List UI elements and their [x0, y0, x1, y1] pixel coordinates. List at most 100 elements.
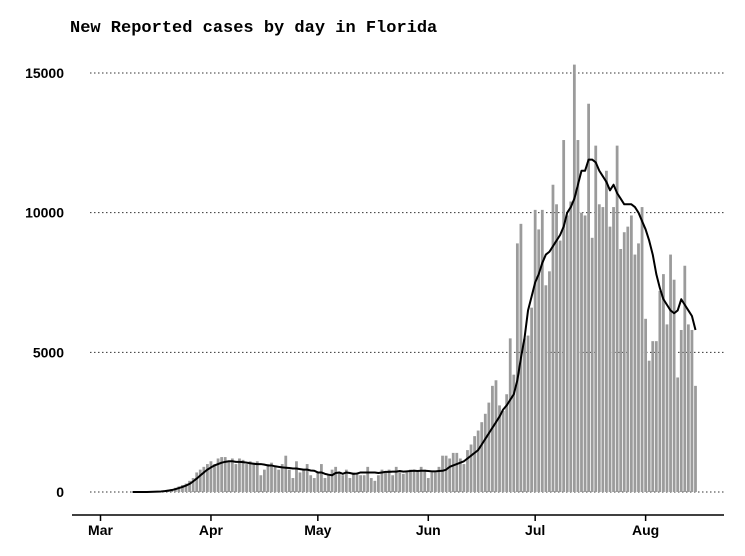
bar: [491, 385, 494, 492]
bar: [562, 140, 566, 493]
bar: [647, 360, 651, 492]
bar: [665, 324, 669, 492]
bar: [476, 430, 480, 492]
bars: [148, 64, 697, 493]
bar: [391, 475, 395, 492]
bar: [384, 472, 387, 492]
bar: [320, 464, 323, 492]
bar: [658, 290, 662, 492]
bar: [651, 341, 655, 492]
bar: [409, 469, 412, 492]
bar: [202, 466, 206, 492]
bar: [398, 472, 402, 492]
bar: [248, 461, 252, 492]
bar: [587, 103, 590, 492]
bar: [605, 170, 608, 492]
bar: [330, 469, 334, 492]
bar: [198, 469, 202, 492]
bar: [572, 64, 576, 493]
y-tick-label: 5000: [33, 344, 64, 360]
bar: [686, 324, 690, 492]
y-axis-ticks: 0 5000 10000 15000: [25, 65, 64, 500]
bar: [401, 473, 405, 492]
bar: [501, 410, 505, 492]
bar: [366, 466, 370, 492]
bar: [597, 204, 601, 493]
x-tick-label: Jun: [416, 522, 441, 538]
bar: [380, 469, 384, 492]
bar: [473, 436, 476, 492]
bar: [662, 274, 665, 492]
bar: [458, 458, 462, 492]
bar: [327, 475, 330, 492]
bar: [341, 475, 345, 492]
bar: [580, 212, 583, 493]
bar: [683, 265, 687, 492]
bar: [223, 457, 227, 492]
bar: [273, 466, 277, 492]
bar: [426, 478, 430, 492]
bar: [515, 243, 519, 492]
y-tick-label: 15000: [25, 65, 64, 81]
bar: [626, 226, 630, 492]
bar: [619, 248, 623, 492]
bar: [612, 207, 615, 492]
bar: [437, 466, 441, 492]
y-tick-label: 0: [56, 484, 64, 500]
x-tick-label: Aug: [632, 522, 659, 538]
bar: [284, 455, 288, 492]
bar: [334, 466, 338, 492]
bar: [508, 338, 512, 492]
bar: [238, 458, 241, 492]
bar: [637, 243, 640, 492]
bar: [316, 472, 320, 492]
bar: [280, 464, 284, 492]
bar: [430, 472, 434, 492]
bar: [352, 472, 355, 492]
bar: [287, 469, 291, 492]
bar: [188, 480, 191, 492]
bar: [423, 469, 427, 492]
bar: [255, 461, 259, 492]
bar: [305, 464, 309, 492]
bar: [558, 240, 562, 492]
bar: [227, 461, 231, 492]
bar: [213, 464, 216, 492]
chart-title: New Reported cases by day in Florida: [70, 19, 437, 38]
bar: [679, 329, 683, 492]
bar: [263, 469, 266, 492]
bar: [565, 215, 569, 492]
bar: [669, 254, 672, 492]
bar: [344, 469, 348, 492]
x-tick-label: Apr: [199, 522, 224, 538]
bar: [441, 455, 444, 492]
bar: [419, 466, 423, 492]
bar: [369, 478, 373, 492]
bar: [590, 237, 594, 492]
bar: [622, 232, 626, 492]
bar: [526, 335, 530, 492]
bar: [594, 145, 598, 492]
bar: [195, 472, 199, 492]
bar: [191, 478, 195, 492]
bar: [455, 452, 459, 492]
bar: [512, 374, 516, 492]
bar: [291, 478, 295, 492]
x-tick-label: May: [304, 522, 331, 538]
bar: [177, 486, 181, 492]
bar: [615, 145, 619, 492]
bar: [583, 215, 587, 492]
bar: [608, 226, 612, 492]
bar: [601, 207, 605, 492]
bar: [694, 385, 697, 492]
bar: [466, 450, 469, 492]
bar: [551, 184, 555, 493]
bar: [530, 307, 533, 492]
bar: [654, 341, 658, 492]
bar: [480, 422, 484, 492]
bar: [348, 478, 352, 492]
bar: [448, 458, 452, 492]
bar: [220, 457, 224, 492]
bar: [209, 461, 213, 492]
